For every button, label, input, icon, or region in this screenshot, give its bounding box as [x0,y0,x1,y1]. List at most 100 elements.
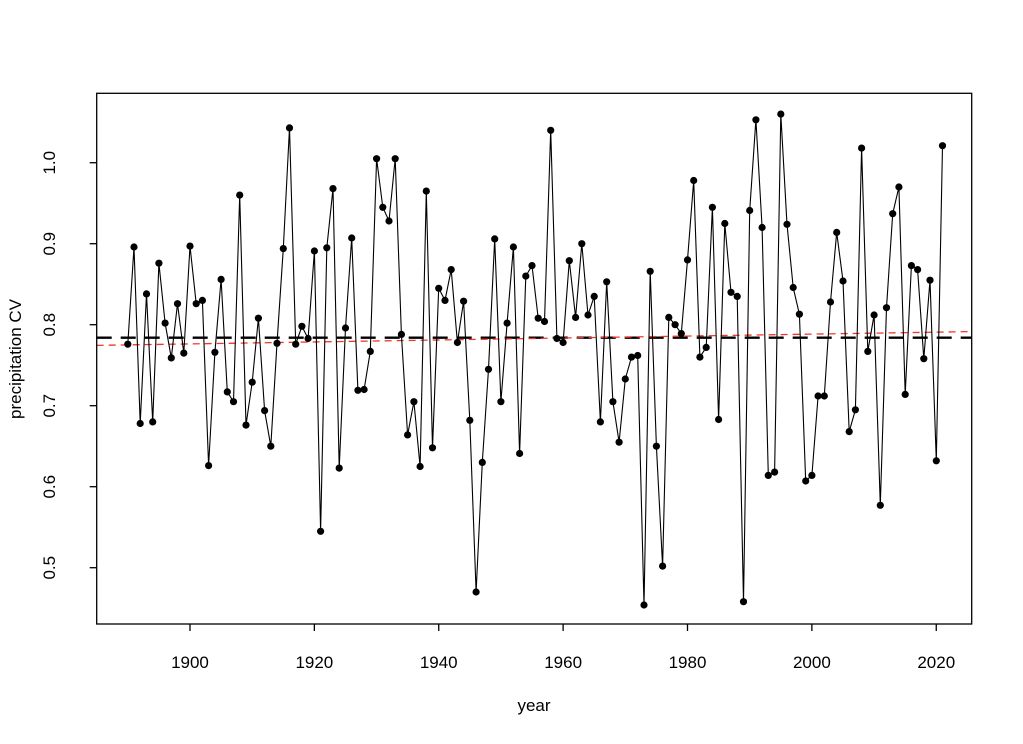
y-tick-label: 0.9 [40,232,59,256]
data-point [298,322,306,330]
data-point [733,292,741,300]
data-point [920,355,928,363]
data-point [596,418,605,426]
data-point [329,185,337,193]
data-point [746,206,754,215]
data-point [895,183,903,191]
data-point [236,191,244,199]
data-point [603,278,611,286]
data-point [708,203,717,211]
data-point [932,457,940,465]
data-point [534,314,542,322]
data-point [397,330,405,338]
data-point [547,126,555,134]
data-point [466,416,474,424]
data-point [584,311,592,319]
data-point [161,319,169,327]
data-point [771,468,779,476]
data-point [428,444,437,452]
data-point [889,210,897,218]
data-point [702,343,710,351]
data-point [223,388,231,396]
x-tick-label: 2020 [917,653,955,672]
y-tick-label: 0.6 [40,475,59,499]
data-point [279,245,287,253]
data-point [851,406,860,414]
data-point [354,386,362,394]
data-point [646,267,654,275]
data-point [192,300,200,308]
data-point [715,415,723,424]
x-tick-label: 1980 [669,653,707,672]
data-point [304,334,312,343]
data-point [540,317,549,326]
data-point [373,155,381,163]
data-point [435,284,443,292]
data-point [845,428,853,436]
data-point [882,304,891,312]
data-point [938,142,947,150]
data-point [802,477,810,485]
data-point [615,438,623,446]
data-point [777,110,785,118]
data-point [124,340,132,348]
x-tick-label: 1960 [544,653,582,672]
data-point [422,187,430,195]
data-point [273,339,281,347]
data-point [627,353,636,361]
data-point [808,471,816,479]
data-point [565,257,573,265]
data-point [198,296,206,304]
data-point [677,330,685,338]
data-point [696,353,704,361]
plot-border [96,92,973,625]
x-tick-label: 1940 [420,653,458,672]
data-point [509,243,517,251]
data-point [441,296,449,304]
y-tick-label: 0.5 [40,556,59,580]
data-point [366,347,374,355]
data-point [261,407,269,415]
data-point [659,562,667,570]
data-point [721,219,729,228]
data-point [360,385,368,394]
data-point [516,449,524,458]
data-point [130,243,138,251]
data-point [447,266,455,274]
data-point [491,235,499,243]
data-point [870,311,878,319]
data-point [528,262,536,270]
data-point [665,313,673,321]
data-point [876,501,884,509]
data-point [484,365,493,373]
data-point [472,588,480,596]
data-point [404,431,412,439]
x-axis-label: year [517,696,550,715]
data-point [416,462,424,471]
y-tick-label: 0.7 [40,394,59,418]
data-point [348,234,356,242]
data-point [410,398,418,406]
data-point [522,272,530,280]
x-tick-label: 2000 [793,653,831,672]
data-point [248,378,256,386]
data-point [652,442,661,450]
data-point [826,298,835,306]
data-point [391,155,399,163]
data-point [690,176,698,185]
data-point [907,262,916,270]
data-point [242,421,250,429]
data-point [671,321,679,329]
data-point [167,354,175,362]
data-point [640,601,648,609]
data-point [460,297,468,305]
trend-line [96,330,972,347]
data-point [285,124,294,132]
data-point [292,340,300,348]
data-point [217,275,225,283]
data-point [155,259,163,267]
data-point [820,392,828,400]
y-tick-label: 1.0 [40,151,59,175]
